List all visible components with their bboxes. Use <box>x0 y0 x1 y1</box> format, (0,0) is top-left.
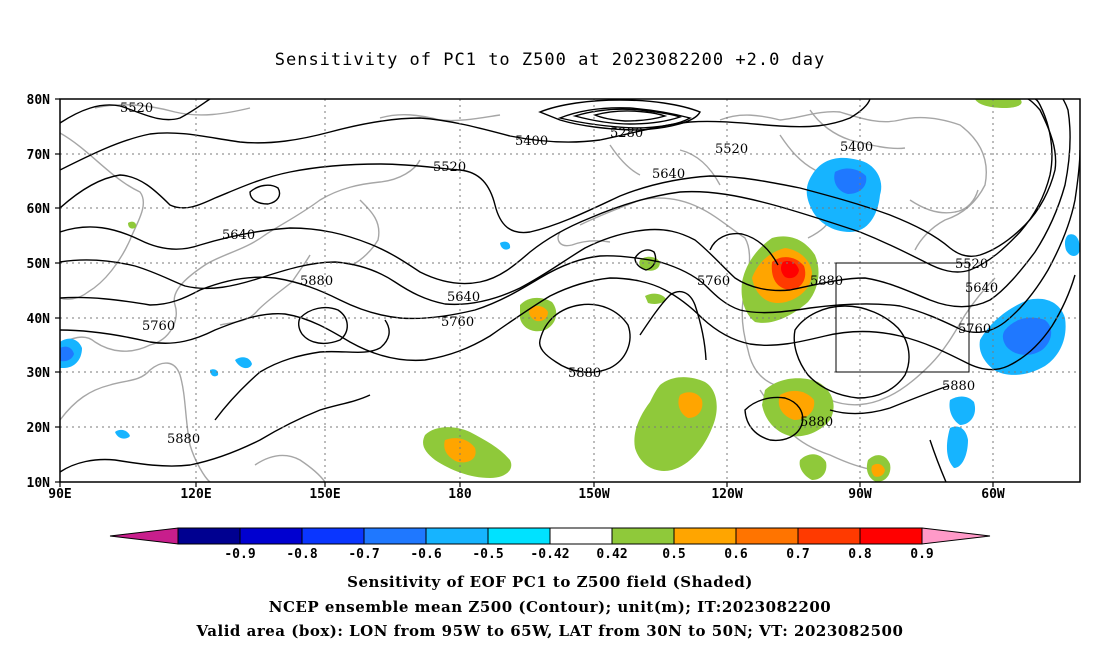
plot-frame <box>59 98 1081 483</box>
lon-labels: 90E 120E 150E 180 150W 120W 90W 60W <box>48 487 1005 502</box>
map-title: Sensitivity of PC1 to Z500 at 2023082200… <box>274 50 826 70</box>
colorbar-cell <box>177 527 241 545</box>
contour-label: 5760 <box>958 322 991 337</box>
lat-labels: 80N 70N 60N 50N 40N 30N 20N 10N <box>27 93 51 491</box>
lat-label: 30N <box>27 366 51 381</box>
colorbar-tick-label: -0.9 <box>224 547 255 562</box>
shading-positive-pac1-core <box>444 438 476 463</box>
contour-label: 5520 <box>120 101 153 116</box>
colorbar-cell <box>301 527 365 545</box>
lat-lon-grid <box>60 99 1080 482</box>
lon-label: 150W <box>578 487 609 502</box>
colorbar: -0.9 -0.8 -0.7 -0.6 -0.5 -0.42 0.42 0.5 0.6 0.7 0.… <box>109 527 991 562</box>
colorbar-cell <box>797 527 861 545</box>
lat-label: 60N <box>27 202 51 217</box>
shading-positive-pac3-core <box>678 392 703 418</box>
contour-label: 5520 <box>715 142 748 157</box>
lat-label: 50N <box>27 257 51 272</box>
z500-contours <box>60 99 1080 482</box>
shading-negative-misc3 <box>235 357 252 369</box>
colorbar-tick-label: 0.6 <box>724 547 748 562</box>
lat-label: 80N <box>27 93 51 108</box>
contour-label: 5760 <box>142 319 175 334</box>
colorbar-tick-label: 0.7 <box>786 547 809 562</box>
colorbar-cell <box>239 527 303 545</box>
lat-label: 10N <box>27 476 51 491</box>
contour-label: 5640 <box>447 290 480 305</box>
colorbar-cell <box>673 527 737 545</box>
lon-label: 60W <box>981 487 1005 502</box>
colorbar-tick-label: 0.8 <box>848 547 872 562</box>
lon-label: 90E <box>48 487 71 502</box>
lon-label: 180 <box>448 487 472 502</box>
lat-label: 40N <box>27 312 51 327</box>
shading-negative-asia-core <box>60 346 74 362</box>
contour-label: 5880 <box>568 366 601 381</box>
contour-label: 5640 <box>652 167 685 182</box>
colorbar-tick-label: 0.42 <box>596 547 627 562</box>
contour-label: 5400 <box>840 140 873 155</box>
colorbar-tick-label: -0.8 <box>286 547 317 562</box>
colorbar-cell <box>549 527 613 545</box>
colorbar-cell <box>611 527 675 545</box>
colorbar-tick-label: -0.5 <box>472 547 503 562</box>
colorbar-cell <box>425 527 489 545</box>
coastlines <box>60 104 996 482</box>
contour-label: 5880 <box>167 432 200 447</box>
colorbar-low-extension <box>109 527 179 545</box>
axis-ticks <box>55 98 994 487</box>
shading-positive-arctic <box>975 99 1022 108</box>
shading-negative-nw-core <box>834 168 867 194</box>
shading-positive-nw-pac2 <box>645 293 666 304</box>
shading-positive-mex-core <box>778 390 815 420</box>
colorbar-tick-label: -0.7 <box>348 547 379 562</box>
contour-label: 5880 <box>300 274 333 289</box>
lon-label: 120W <box>711 487 742 502</box>
lon-label: 150E <box>309 487 340 502</box>
contour-label: 5640 <box>222 228 255 243</box>
shading-positive-na-max <box>780 260 799 279</box>
colorbar-cell <box>859 527 923 545</box>
shading-negative-atl-south <box>949 396 976 425</box>
shading-negative-misc4 <box>210 369 219 377</box>
caption-line-2: NCEP ensemble mean Z500 (Contour); unit(… <box>268 598 832 616</box>
contour-label: 5880 <box>942 379 975 394</box>
shading-negative-atl-core <box>1002 317 1052 355</box>
shading-negative-misc1 <box>500 241 511 250</box>
caption-line-3: Valid area (box): LON from 95W to 65W, L… <box>196 622 904 640</box>
shading-positive-pac2-core <box>529 305 548 322</box>
contour-labels: 5520 5280 5400 5520 5400 5520 5640 5640 … <box>120 101 998 447</box>
colorbar-tick-label: -0.42 <box>530 547 569 562</box>
shading-positive-misc1 <box>128 221 137 229</box>
shading-negative-atl-se <box>946 426 968 468</box>
colorbar-high-extension <box>921 527 991 545</box>
caption-line-1: Sensitivity of EOF PC1 to Z500 field (Sh… <box>347 573 753 591</box>
shading-negative-misc2 <box>115 429 130 439</box>
shading-positive-carib <box>799 454 827 480</box>
valid-area-box <box>835 262 970 373</box>
plot-area <box>60 99 1080 482</box>
contour-label: 5520 <box>955 257 988 272</box>
lat-label: 20N <box>27 421 51 436</box>
colorbar-cell <box>487 527 551 545</box>
colorbar-tick-label: 0.9 <box>910 547 933 562</box>
contour-label: 5760 <box>697 274 730 289</box>
contour-label: 5280 <box>610 126 643 141</box>
contour-label: 5880 <box>810 274 843 289</box>
lon-label: 120E <box>180 487 211 502</box>
contour-label: 5520 <box>433 160 466 175</box>
contour-label: 5640 <box>965 281 998 296</box>
colorbar-cell <box>363 527 427 545</box>
shading-negative-east <box>1064 234 1080 256</box>
colorbar-cell <box>735 527 799 545</box>
contour-label: 5880 <box>800 415 833 430</box>
contour-label: 5760 <box>441 315 474 330</box>
lon-label: 90W <box>848 487 872 502</box>
colorbar-tick-label: -0.6 <box>410 547 441 562</box>
colorbar-tick-label: 0.5 <box>662 547 685 562</box>
lat-label: 70N <box>27 148 51 163</box>
contour-label: 5400 <box>515 134 548 149</box>
shading-positive-south-core <box>871 463 885 477</box>
